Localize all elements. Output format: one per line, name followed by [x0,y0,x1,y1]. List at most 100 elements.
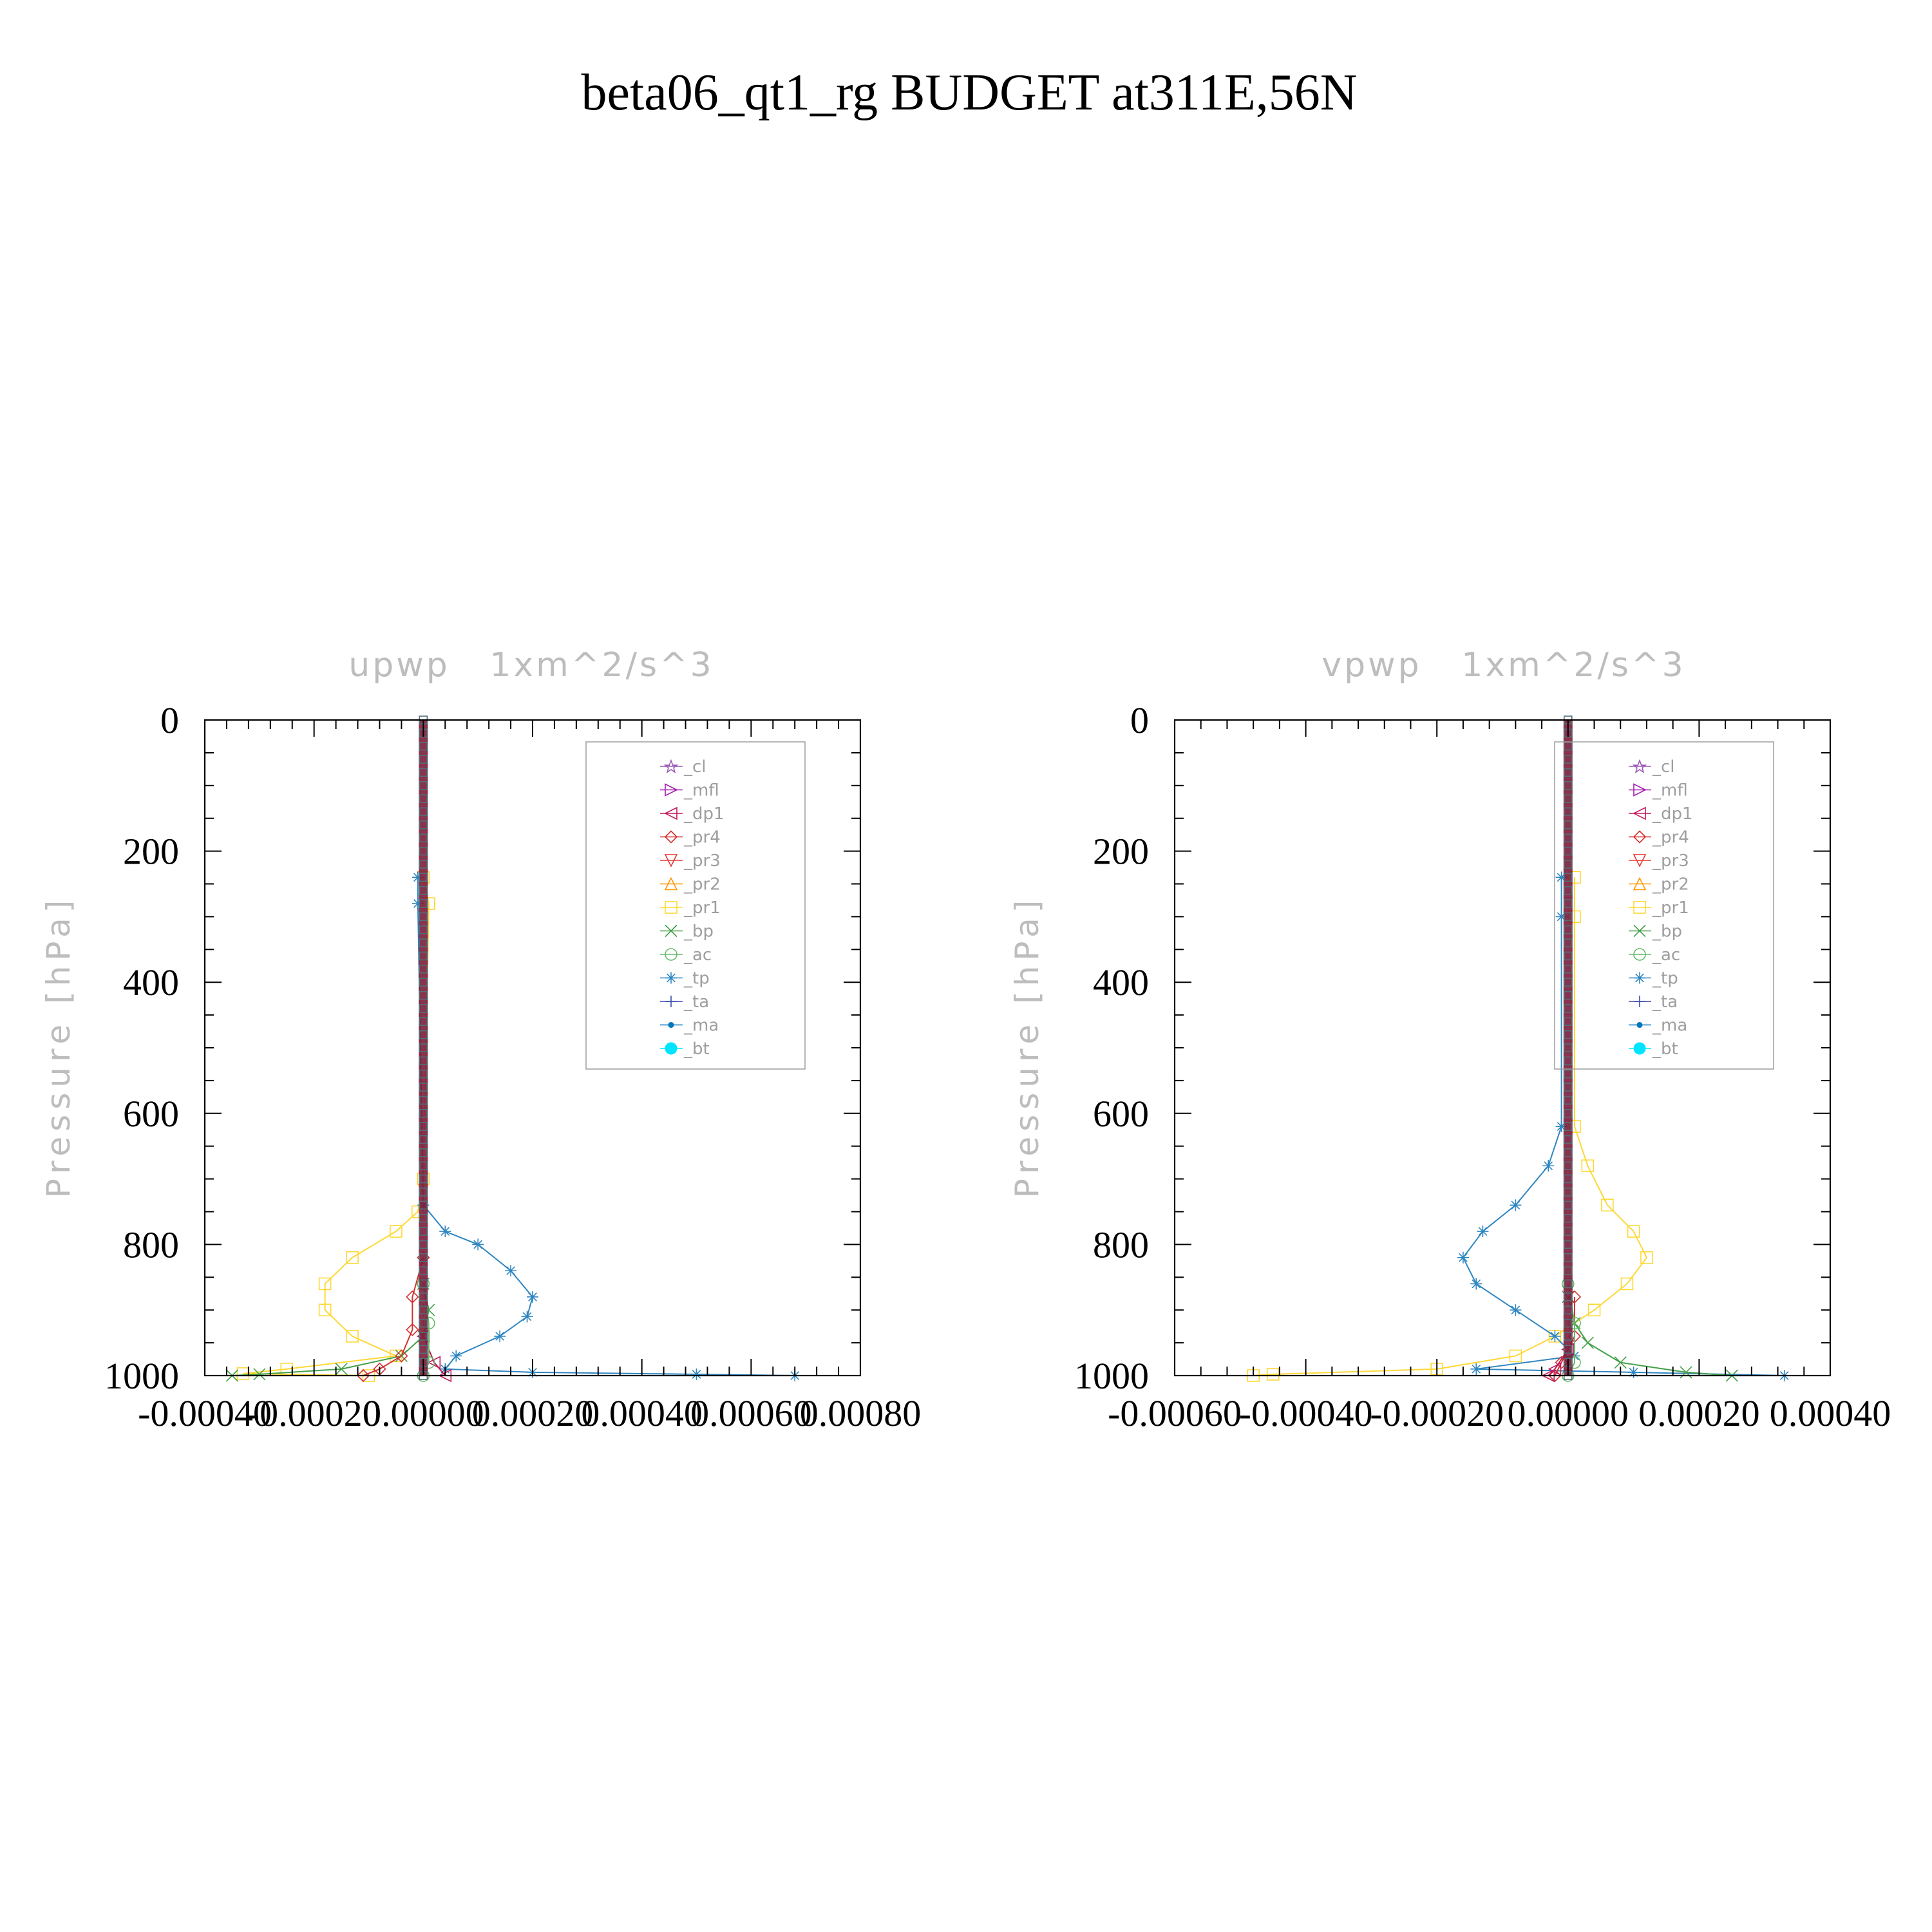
data-point [1457,1251,1469,1264]
legend-item: _bp [660,922,714,942]
y-tick-label: 0 [160,699,179,741]
data-point [1564,1083,1573,1092]
legend-marker [663,759,679,773]
data-point [1549,1330,1561,1342]
data-point [1564,1174,1573,1184]
x-tick-label: -0.00040 [138,1392,272,1434]
legend-marker [665,948,677,961]
legend-label: _pr1 [1652,898,1689,918]
data-point [419,846,428,856]
data-point [419,1004,428,1013]
series-bt [1563,715,1573,1380]
data-point [1564,1227,1573,1236]
x-tick-label: -0.00020 [1370,1392,1504,1434]
legend-item: _pr3 [1629,851,1689,871]
x-tick-label: 0.00040 [581,1392,703,1434]
data-point [1564,990,1573,1000]
data-point [419,978,428,987]
legend-marker [665,783,678,797]
legend-label: _ma [1652,1016,1687,1036]
data-point [419,938,428,947]
plot-frame [1173,719,1832,1377]
data-point [419,1122,428,1131]
legend-marker [1633,830,1647,844]
legend-marker [664,806,677,820]
data-point [1564,978,1573,987]
x-tick-label: 0.00020 [472,1392,594,1434]
legend: _cl _mfl _dp1 _pr4 _pr3 _pr2 _pr1 _bp _ac _tp _ta _… [585,741,806,1070]
data-point [1614,1356,1627,1369]
legend-item: _pr1 [1629,898,1689,918]
legend-marker [1633,1042,1646,1055]
data-point [1627,1366,1640,1378]
data-point [1581,1336,1594,1349]
data-point [1266,1368,1280,1381]
data-point [1564,1318,1573,1328]
data-point [419,1253,428,1262]
legend-label: _bp [683,922,714,942]
data-point [419,794,428,803]
y-axis-label: Pressure [hPa] [1009,895,1046,1198]
data-point [1510,1199,1522,1211]
legend-marker [665,901,677,914]
data-point [1564,912,1573,922]
legend-marker [1633,854,1647,867]
data-point [253,1368,266,1381]
legend-marker [1633,948,1646,961]
data-point [1564,1004,1573,1013]
legend-marker [665,996,677,1007]
x-tick-label: 0.00000 [1508,1392,1629,1434]
data-point [419,1305,428,1314]
data-point [1564,1148,1573,1157]
series-bp [225,1277,435,1382]
data-point [335,1363,348,1376]
data-point [419,965,428,974]
data-point [419,1083,428,1092]
legend-item: _bt [660,1039,710,1059]
data-point [406,1290,419,1303]
data-point [1564,1017,1573,1027]
legend-item: _dp1 [1629,804,1693,824]
legend-item: _ta [660,992,709,1012]
legend-label: _ma [683,1016,719,1036]
data-point [419,1279,428,1289]
series-line [417,877,795,1376]
legend-item: _mfl [660,781,719,800]
plot-marks [1247,715,1790,1383]
legend-label: _mfl [683,781,719,800]
data-point [1564,938,1573,947]
figure-title: beta06_qt1_rg BUDGET at311E,56N [581,64,1357,121]
series-line [1253,877,1648,1376]
legend-box [585,741,806,1070]
legend-marker [665,924,677,938]
data-point [1564,755,1573,764]
legend-item: _ac [660,945,712,965]
legend-item: _cl [660,757,706,777]
series-tp [1457,871,1790,1381]
chart-panel-upwp: upwp 1xm^2/s^3 Pressure [hPa] 0 200 400 600… [40,646,921,1434]
data-point [1564,1043,1573,1052]
data-point [1581,1159,1595,1173]
data-point [419,1266,428,1275]
data-point [1564,1305,1573,1314]
legend-marker [664,854,678,867]
data-point [1620,1277,1634,1291]
data-point [419,1240,428,1249]
y-tick-label: 1000 [1074,1355,1149,1397]
data-point [1601,1198,1614,1212]
legend-marker [668,1021,674,1028]
data-point [419,1213,428,1223]
data-point [1555,911,1567,923]
x-tick-label: 0.00080 [800,1392,922,1434]
series-line [363,1257,424,1376]
data-point [419,899,428,908]
legend-item: _ma [1629,1016,1687,1036]
legend-item: _pr2 [660,875,721,895]
chart-panel-vpwp: vpwp 1xm^2/s^3 Pressure [hPa] 0 200 400 600… [1009,646,1891,1434]
data-point [1470,1278,1482,1290]
data-point [318,1277,332,1291]
data-point [318,1303,332,1316]
data-point [419,820,428,829]
data-point [1564,1030,1573,1039]
data-point [521,1311,533,1323]
